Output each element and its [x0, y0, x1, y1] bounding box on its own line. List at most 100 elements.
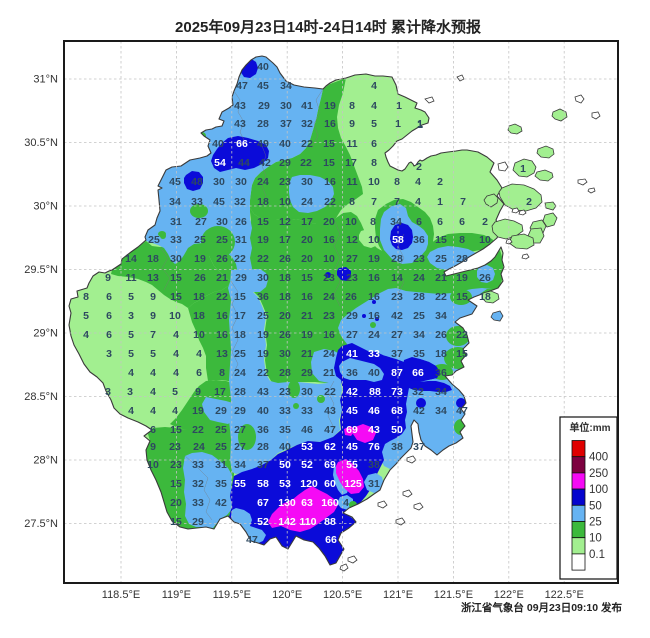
- svg-text:16: 16: [368, 310, 380, 322]
- svg-text:15: 15: [323, 157, 335, 169]
- svg-text:10: 10: [368, 176, 380, 188]
- svg-text:46: 46: [368, 405, 380, 417]
- svg-text:43: 43: [257, 386, 269, 398]
- svg-text:10: 10: [368, 234, 380, 246]
- svg-text:31: 31: [170, 216, 182, 228]
- svg-text:35: 35: [279, 424, 291, 436]
- svg-text:18: 18: [193, 310, 205, 322]
- svg-text:17: 17: [279, 234, 291, 246]
- svg-text:88: 88: [324, 516, 336, 528]
- svg-text:12: 12: [346, 234, 358, 246]
- svg-text:19: 19: [257, 348, 269, 360]
- svg-text:43: 43: [368, 424, 380, 436]
- svg-text:27: 27: [346, 253, 358, 265]
- svg-text:17: 17: [214, 386, 226, 398]
- svg-text:23: 23: [413, 253, 425, 265]
- svg-text:7: 7: [371, 196, 377, 208]
- svg-text:26: 26: [216, 253, 228, 265]
- svg-text:250: 250: [589, 468, 608, 480]
- svg-text:23: 23: [279, 386, 291, 398]
- svg-text:16: 16: [324, 118, 336, 130]
- svg-text:22: 22: [257, 367, 269, 379]
- svg-text:单位:mm: 单位:mm: [569, 421, 610, 434]
- svg-text:34: 34: [280, 80, 292, 92]
- svg-text:28°N: 28°N: [33, 455, 58, 467]
- svg-text:110: 110: [300, 516, 317, 528]
- svg-text:4: 4: [172, 405, 178, 417]
- svg-text:88: 88: [369, 386, 381, 398]
- svg-text:6: 6: [150, 424, 156, 436]
- svg-text:9: 9: [150, 310, 156, 322]
- svg-text:15: 15: [301, 272, 313, 284]
- svg-text:45: 45: [346, 405, 358, 417]
- svg-text:15: 15: [170, 291, 182, 303]
- svg-text:121.5°E: 121.5°E: [434, 589, 473, 601]
- svg-text:16: 16: [323, 234, 335, 246]
- svg-text:47: 47: [456, 405, 468, 417]
- svg-text:2: 2: [416, 161, 422, 173]
- svg-text:2: 2: [437, 176, 443, 188]
- svg-text:400: 400: [589, 452, 608, 464]
- svg-text:33: 33: [191, 196, 203, 208]
- svg-text:26: 26: [279, 253, 291, 265]
- svg-text:28.5°N: 28.5°N: [24, 391, 58, 403]
- svg-text:67: 67: [257, 497, 269, 509]
- svg-text:19: 19: [194, 253, 206, 265]
- svg-text:29: 29: [215, 405, 227, 417]
- svg-text:45: 45: [257, 80, 269, 92]
- svg-text:4: 4: [128, 367, 134, 379]
- svg-text:4: 4: [150, 405, 156, 417]
- svg-text:87: 87: [391, 367, 403, 379]
- svg-text:4: 4: [83, 329, 89, 341]
- svg-text:27: 27: [346, 329, 358, 341]
- svg-text:18: 18: [279, 272, 291, 284]
- svg-text:30: 30: [216, 216, 228, 228]
- svg-text:73: 73: [391, 386, 403, 398]
- svg-text:29: 29: [279, 157, 291, 169]
- svg-text:23: 23: [323, 310, 335, 322]
- svg-text:53: 53: [301, 441, 313, 453]
- svg-text:19: 19: [257, 329, 269, 341]
- svg-text:66: 66: [325, 534, 337, 546]
- svg-text:119.5°E: 119.5°E: [213, 589, 251, 601]
- svg-text:54: 54: [214, 157, 226, 169]
- svg-text:36: 36: [435, 367, 447, 379]
- svg-text:27.5°N: 27.5°N: [24, 518, 58, 530]
- svg-text:25: 25: [234, 348, 246, 360]
- svg-text:30°N: 30°N: [33, 201, 58, 213]
- svg-text:25: 25: [148, 234, 160, 246]
- svg-text:6: 6: [437, 216, 443, 228]
- svg-text:29: 29: [346, 310, 358, 322]
- svg-text:42: 42: [391, 310, 403, 322]
- svg-text:6: 6: [106, 310, 112, 322]
- svg-text:15: 15: [257, 216, 269, 228]
- svg-text:28: 28: [279, 367, 291, 379]
- svg-text:23: 23: [279, 176, 291, 188]
- svg-text:55: 55: [234, 478, 246, 490]
- svg-text:浙江省气象台 09月23日09:10 发布: 浙江省气象台 09月23日09:10 发布: [461, 601, 623, 614]
- svg-text:29: 29: [258, 100, 270, 112]
- svg-text:23: 23: [170, 459, 182, 471]
- svg-text:50: 50: [391, 424, 403, 436]
- svg-text:122.5°E: 122.5°E: [545, 589, 584, 601]
- svg-text:10: 10: [323, 253, 335, 265]
- svg-text:6: 6: [416, 216, 422, 228]
- svg-text:10: 10: [147, 459, 159, 471]
- svg-text:15: 15: [323, 138, 335, 150]
- svg-text:130: 130: [278, 497, 296, 509]
- svg-text:121°E: 121°E: [383, 589, 413, 601]
- svg-text:33: 33: [279, 405, 291, 417]
- svg-text:16: 16: [216, 310, 228, 322]
- svg-text:4: 4: [150, 367, 156, 379]
- svg-text:5: 5: [128, 329, 134, 341]
- svg-text:8: 8: [349, 100, 355, 112]
- svg-text:120: 120: [300, 478, 318, 490]
- svg-text:18: 18: [435, 348, 447, 360]
- svg-text:30: 30: [301, 176, 313, 188]
- svg-text:29: 29: [301, 367, 313, 379]
- svg-text:60: 60: [324, 478, 336, 490]
- svg-text:9: 9: [349, 118, 355, 130]
- svg-text:50: 50: [279, 459, 291, 471]
- svg-text:35: 35: [413, 348, 425, 360]
- svg-text:40: 40: [257, 61, 269, 73]
